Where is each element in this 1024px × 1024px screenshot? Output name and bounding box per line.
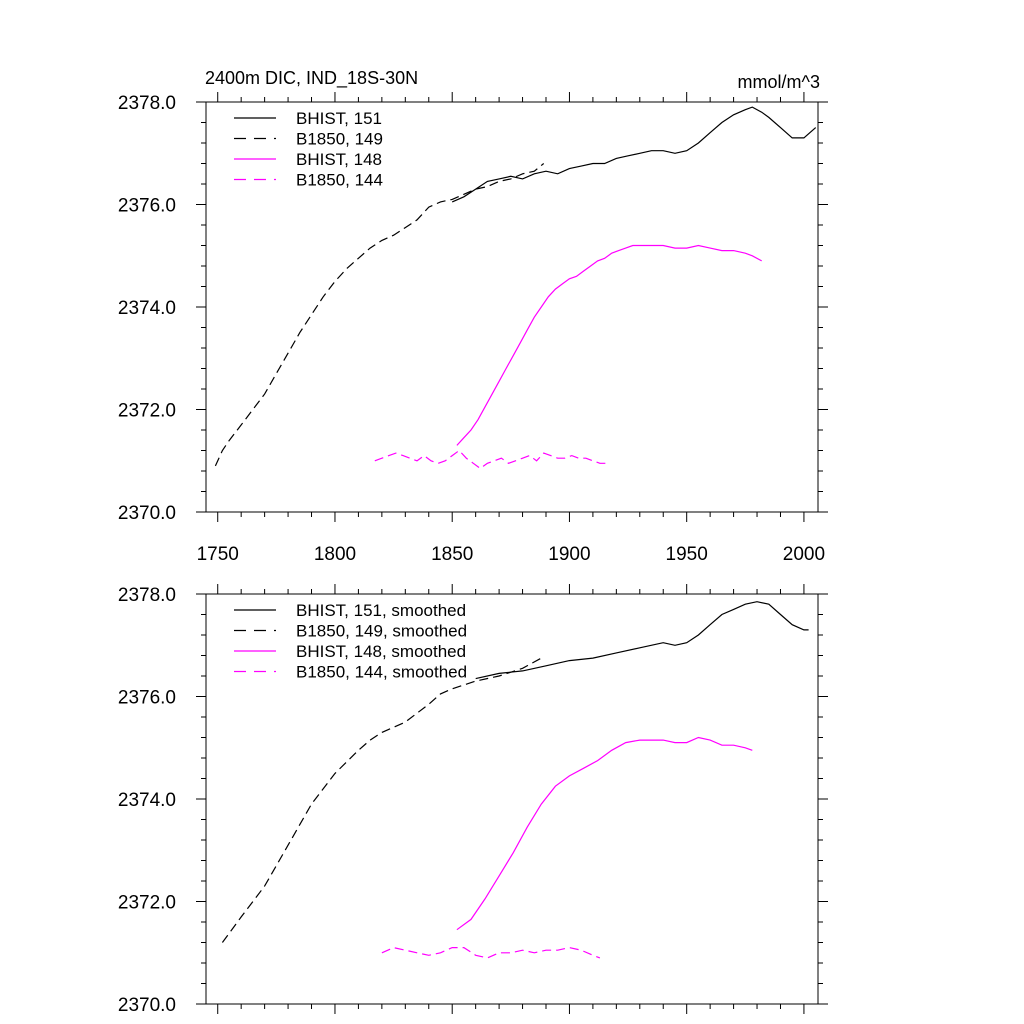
- series-line-2: [214, 163, 545, 467]
- y-tick-label: 2374.0: [118, 298, 176, 319]
- series-line-1: [451, 106, 817, 203]
- y-tick-label: 2370.0: [118, 995, 176, 1016]
- x-tick-label: 1800: [314, 544, 356, 565]
- x-tick-label: 1950: [666, 544, 708, 565]
- y-tick-label: 2378.0: [118, 585, 176, 606]
- top-panel: 2400m DIC, IND_18S-30N mmol/m^3 1750 1800…: [118, 68, 828, 565]
- x-tick-label: 1750: [197, 544, 239, 565]
- legend-label: B1850, 149: [296, 130, 383, 149]
- x-tick-label: 1850: [431, 544, 473, 565]
- y-tick-label: 2374.0: [118, 790, 176, 811]
- bottom-panel: 2370.0 2372.0 2374.0 2376.0 2378.0 BHIST, 151…: [118, 584, 828, 1016]
- legend-label: B1850, 144, smoothed: [296, 663, 467, 682]
- x-tick-label: 1900: [548, 544, 590, 565]
- chart-title: 2400m DIC, IND_18S-30N: [205, 68, 418, 89]
- legend-label: BHIST, 148: [296, 150, 382, 169]
- legend-label: B1850, 149, smoothed: [296, 622, 467, 641]
- plot-area-top: 1750 1800 1850 1900 1950 2000 2370.0 2372.0 2374…: [118, 92, 828, 565]
- y-tick-label: 2370.0: [118, 503, 176, 524]
- y-tick-label: 2372.0: [118, 893, 176, 914]
- x-tick-label: 2000: [783, 544, 825, 565]
- y-tick-label: 2376.0: [118, 688, 176, 709]
- y-tick-label: 2372.0: [118, 401, 176, 422]
- legend-label: BHIST, 151, smoothed: [296, 601, 466, 620]
- series-line-4: [374, 449, 610, 470]
- series-line-2: [221, 657, 542, 943]
- legend-label: BHIST, 148, smoothed: [296, 642, 466, 661]
- series-line-1: [475, 601, 809, 680]
- units-label: mmol/m^3: [738, 72, 820, 92]
- legend-label: B1850, 144: [296, 171, 383, 190]
- series-line-3: [456, 244, 762, 446]
- y-tick-label: 2378.0: [118, 93, 176, 114]
- plot-area-bottom: 2370.0 2372.0 2374.0 2376.0 2378.0 BHIST, 151…: [118, 584, 828, 1016]
- series-line-3: [456, 736, 753, 931]
- series-line-4: [381, 946, 601, 959]
- y-tick-label: 2376.0: [118, 196, 176, 217]
- legend-label: BHIST, 151: [296, 109, 382, 128]
